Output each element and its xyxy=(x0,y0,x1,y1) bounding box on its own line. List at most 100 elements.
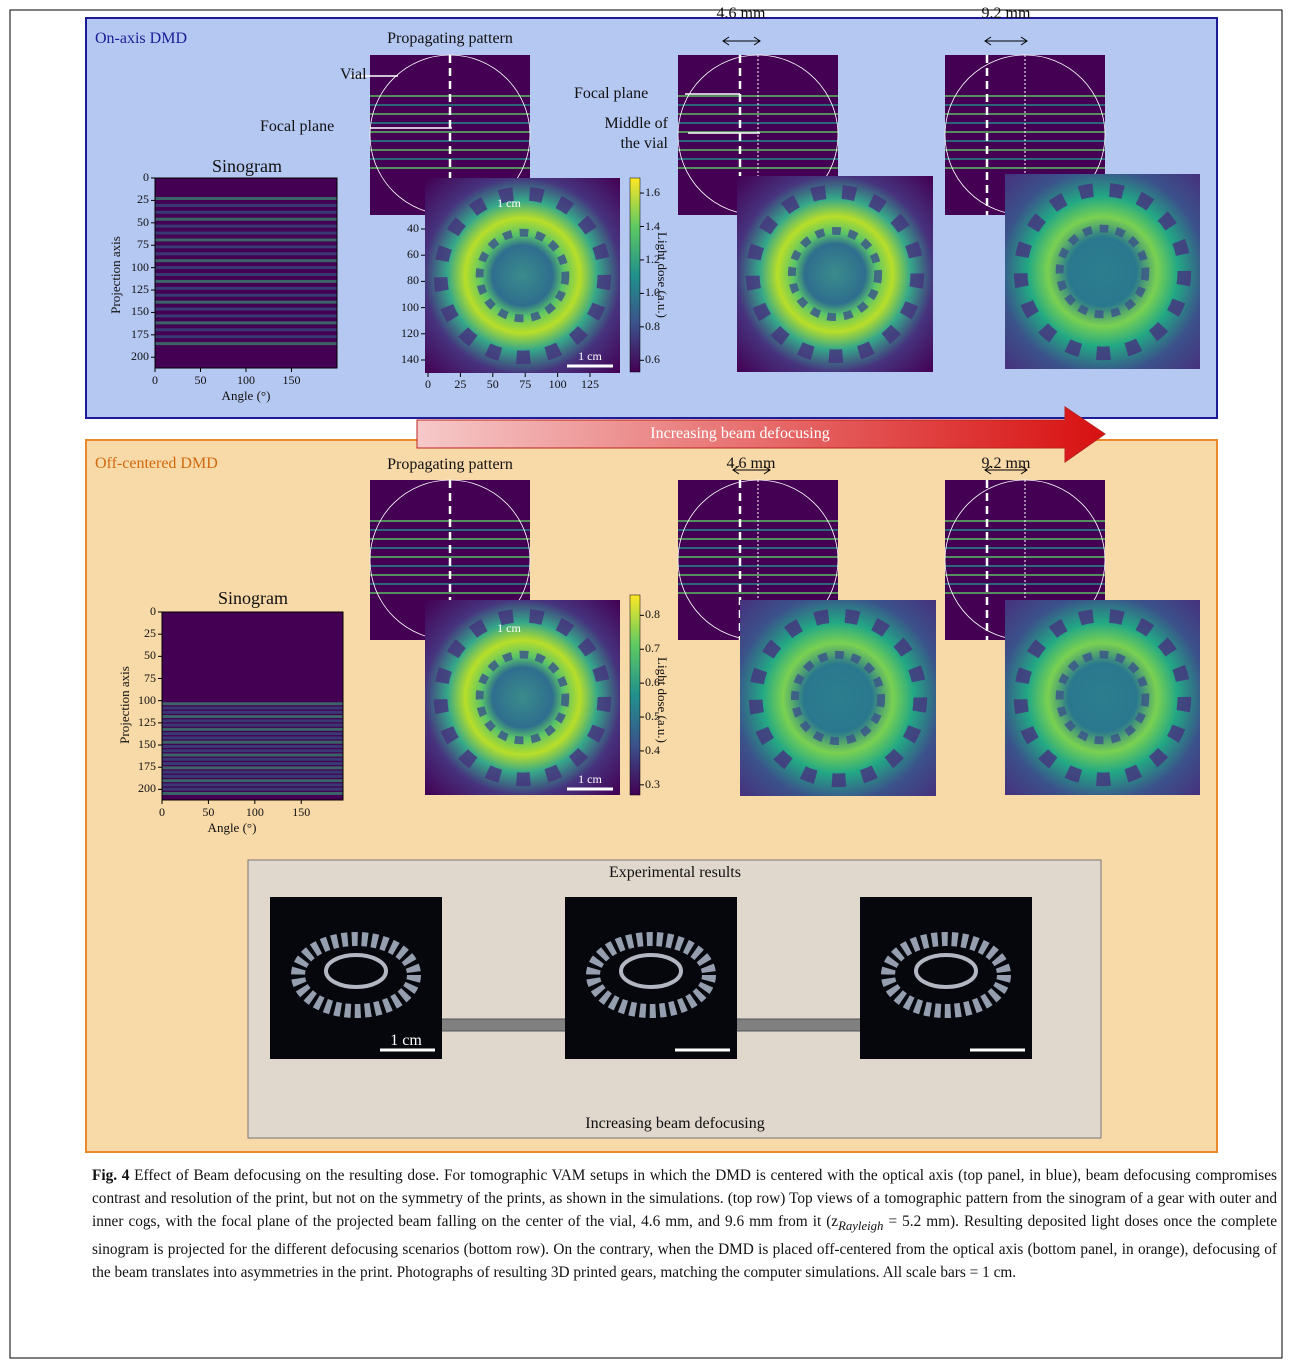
tick-label: 50 xyxy=(487,377,499,392)
tick-label: 120 xyxy=(401,326,419,341)
sinogram-band xyxy=(155,280,337,283)
tick-label: 25 xyxy=(454,377,466,392)
sinogram-band xyxy=(162,749,343,752)
x-axis-label: Angle (°) xyxy=(208,820,257,836)
tick-label: 100 xyxy=(237,373,255,388)
sinogram-band xyxy=(155,225,337,228)
tick-label: 0 xyxy=(152,373,158,388)
sinogram-band xyxy=(162,783,343,786)
sinogram-band xyxy=(162,788,343,791)
tick-label: 100 xyxy=(138,693,156,708)
x-axis-label: Angle (°) xyxy=(222,388,271,404)
caption-label: Fig. 4 xyxy=(92,1167,129,1184)
arrow-label: Increasing beam defocusing xyxy=(585,1115,764,1133)
sinogram-band xyxy=(162,715,343,718)
sinogram-band xyxy=(155,218,337,221)
tick-label: 175 xyxy=(138,759,156,774)
pattern-band xyxy=(370,529,530,531)
sinogram-band xyxy=(155,266,337,269)
sinogram-band xyxy=(162,728,343,731)
pattern-band xyxy=(945,113,1105,115)
sinogram-title: Sinogram xyxy=(218,588,288,609)
tick-label: 125 xyxy=(131,282,149,297)
pattern-band xyxy=(370,104,530,106)
tick-label: 0 xyxy=(425,377,431,392)
pattern-band xyxy=(370,592,530,594)
offset-label: 9.2 mm xyxy=(982,455,1031,473)
sinogram-band xyxy=(155,204,337,207)
pattern-band xyxy=(370,556,530,558)
tick-label: 1.4 xyxy=(645,219,660,234)
tick-label: 1.6 xyxy=(645,185,660,200)
propagating-title: Propagating pattern xyxy=(387,456,513,474)
dose-map xyxy=(425,178,620,373)
annotation: Focal plane xyxy=(574,85,648,103)
tick-label: 75 xyxy=(519,377,531,392)
tick-label: 150 xyxy=(138,737,156,752)
sinogram-band xyxy=(155,294,337,297)
colorbar xyxy=(630,595,640,795)
dose-map xyxy=(1005,174,1200,369)
sinogram-band xyxy=(155,308,337,311)
sinogram-band xyxy=(162,766,343,769)
colorbar-label: Light dose (a.u.) xyxy=(654,232,670,318)
sinogram-band xyxy=(162,719,343,722)
sinogram-band xyxy=(155,328,337,331)
scale-bar-label: 1 cm xyxy=(390,1032,422,1050)
colorbar-label: Light dose (a.u.) xyxy=(654,657,670,743)
sinogram-band xyxy=(162,758,343,761)
tick-label: 150 xyxy=(283,373,301,388)
tick-label: 100 xyxy=(401,300,419,315)
annotation: Vial xyxy=(340,66,367,84)
experimental-title: Experimental results xyxy=(609,864,741,882)
scale-bar-label: 1 cm xyxy=(578,349,602,364)
tick-label: 150 xyxy=(292,805,310,820)
scale-bar-label: 1 cm xyxy=(497,196,521,211)
colorbar xyxy=(630,178,640,372)
annotation: Focal plane xyxy=(260,118,334,136)
sinogram-band xyxy=(155,314,337,317)
tick-label: 0 xyxy=(143,170,149,185)
scale-bar-label: 1 cm xyxy=(497,621,521,636)
tick-label: 25 xyxy=(144,626,156,641)
tick-label: 0.7 xyxy=(645,641,660,656)
tick-label: 25 xyxy=(137,192,149,207)
tick-label: 1.2 xyxy=(645,252,660,267)
tick-label: 0.8 xyxy=(645,607,660,622)
pattern-band xyxy=(678,574,838,576)
sinogram-band xyxy=(155,321,337,324)
tick-label: 0 xyxy=(159,805,165,820)
tick-label: 100 xyxy=(549,377,567,392)
tick-label: 0.4 xyxy=(645,743,660,758)
tick-label: 0.6 xyxy=(645,675,660,690)
offset-label: 9.2 mm xyxy=(982,5,1031,23)
sinogram-band xyxy=(162,745,343,748)
sinogram-band xyxy=(155,259,337,262)
dose-map xyxy=(425,600,620,795)
sinogram-band xyxy=(155,211,337,214)
tick-label: 60 xyxy=(407,247,419,262)
sinogram-band xyxy=(162,771,343,774)
pattern-band xyxy=(678,149,838,151)
sinogram-band xyxy=(162,762,343,765)
y-axis-label: Projection axis xyxy=(117,666,133,744)
panel-label: Off-centered DMD xyxy=(95,455,218,473)
figure-page: On-axis DMD Sinogram Propagating pattern… xyxy=(0,0,1290,1367)
sinogram-band xyxy=(162,779,343,782)
tick-label: 50 xyxy=(195,373,207,388)
tick-label: 40 xyxy=(407,221,419,236)
pattern-band xyxy=(678,538,838,540)
sinogram-band xyxy=(162,711,343,714)
dose-map xyxy=(1005,600,1200,795)
offset-label: 4.6 mm xyxy=(717,5,766,23)
offset-label: 4.6 mm xyxy=(727,455,776,473)
sinogram-band xyxy=(155,238,337,241)
sinogram-band xyxy=(162,775,343,778)
pattern-band xyxy=(945,149,1105,151)
caption-subscript: Rayleigh xyxy=(838,1219,883,1233)
tick-label: 0.8 xyxy=(645,319,660,334)
sinogram-band xyxy=(162,724,343,727)
tick-label: 50 xyxy=(144,648,156,663)
sinogram-title: Sinogram xyxy=(212,156,282,177)
propagating-title: Propagating pattern xyxy=(387,30,513,48)
